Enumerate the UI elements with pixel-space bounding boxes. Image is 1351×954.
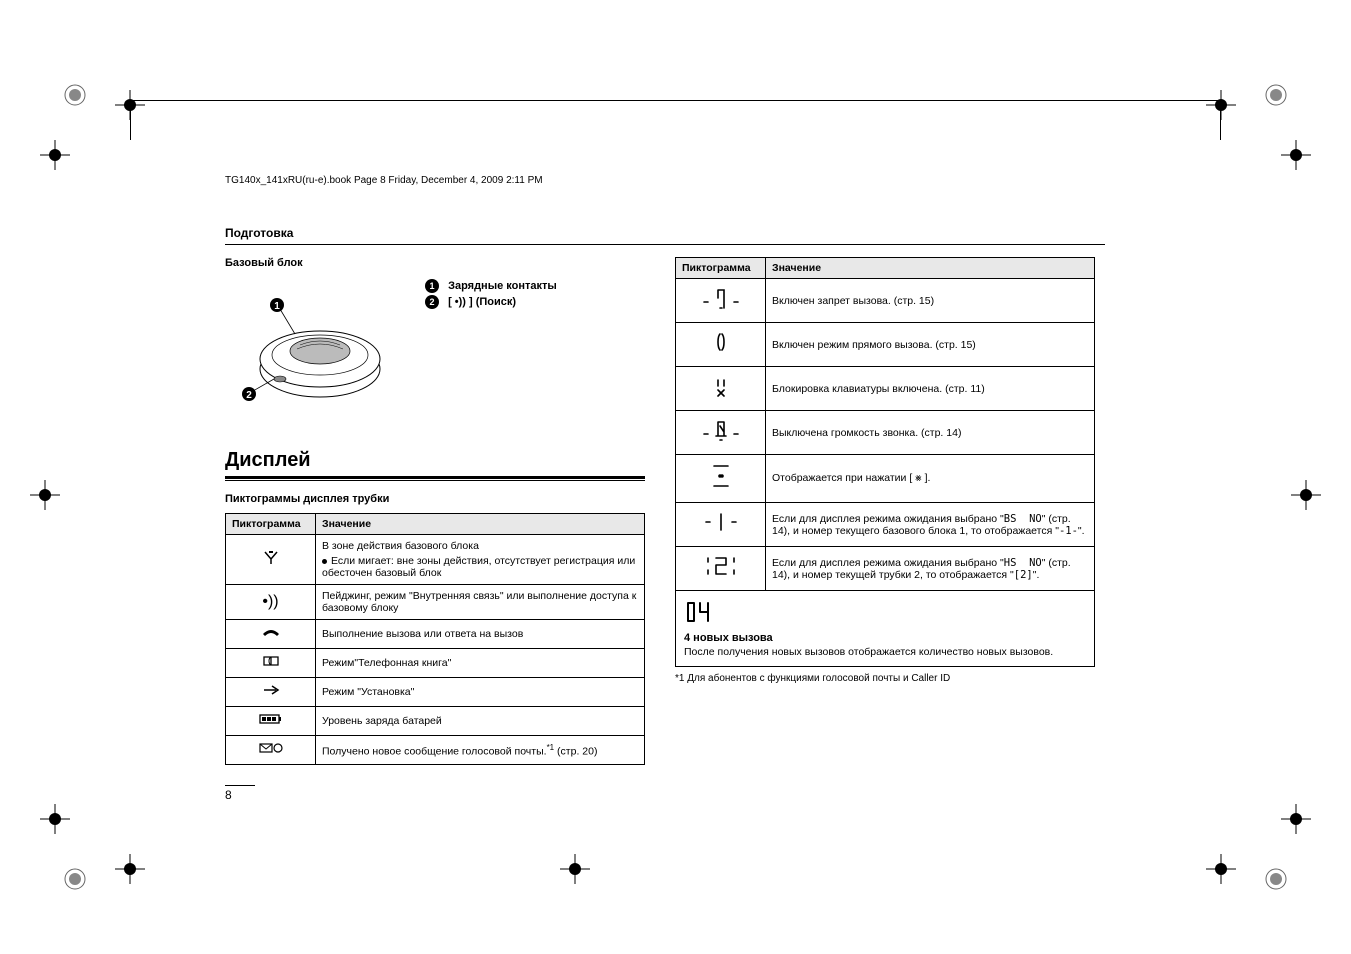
icon-table-left: Пиктограмма Значение В зоне действия баз… [225, 513, 645, 765]
crop-mark [1281, 804, 1311, 834]
icon-cell [226, 535, 316, 585]
meaning-cell: Если для дисплея режима ожидания выбрано… [766, 503, 1095, 547]
thin-rule [225, 480, 645, 481]
base-unit-title: Базовый блок [225, 257, 645, 269]
meaning-cell: Выключена громкость звонка. (стр. 14) [766, 411, 1095, 455]
icon-cell [676, 367, 766, 411]
icons-subtitle: Пиктограммы дисплея трубки [225, 493, 645, 505]
icon-table-right: Пиктограмма Значение Включен запрет вызо… [675, 257, 1095, 591]
footnote: *1 Для абонентов с функциями голосовой п… [675, 673, 1095, 684]
crop-mark [40, 804, 70, 834]
meaning-cell: Если для дисплея режима ожидания выбрано… [766, 547, 1095, 591]
frame-line [130, 100, 131, 140]
crop-mark [1261, 864, 1291, 894]
crop-mark [115, 854, 145, 884]
meaning-cell: Блокировка клавиатуры включена. (стр. 11… [766, 367, 1095, 411]
crop-mark [40, 140, 70, 170]
callout-list: 1 Зарядные контакты 2 [ •)) ] (Поиск) [425, 279, 557, 311]
callout-label: Зарядные контакты [448, 280, 557, 292]
col-header: Значение [766, 258, 1095, 279]
thick-rule [225, 476, 645, 479]
crop-mark [1261, 80, 1291, 110]
callout-number-2: 2 [425, 295, 439, 309]
meaning-cell: В зоне действия базового блокаЕсли мигае… [316, 535, 645, 585]
meaning-cell: Отображается при нажатии [ ⨳ ]. [766, 455, 1095, 503]
crop-mark [1281, 140, 1311, 170]
callout-item: 2 [ •)) ] (Поиск) [425, 295, 557, 309]
icon-cell: •)) [226, 585, 316, 620]
meaning-cell: Пейджинг, режим "Внутренняя связь" или в… [316, 585, 645, 620]
divider [225, 244, 1105, 245]
col-header: Пиктограмма [676, 258, 766, 279]
icon-cell [676, 411, 766, 455]
callout-item: 1 Зарядные контакты [425, 279, 557, 293]
icon-cell [676, 323, 766, 367]
meaning-cell: Выполнение вызова или ответа на вызов [316, 620, 645, 649]
meaning-cell: Уровень заряда батарей [316, 707, 645, 736]
icon-cell [676, 279, 766, 323]
crop-mark [1291, 480, 1321, 510]
frame-line [1220, 100, 1221, 140]
svg-text:2: 2 [246, 390, 252, 401]
crop-mark [1206, 854, 1236, 884]
svg-text:1: 1 [274, 301, 280, 312]
new-calls-title: 4 новых вызова [684, 632, 1086, 644]
callout-number-1: 1 [425, 279, 439, 293]
meaning-cell: Режим "Установка" [316, 678, 645, 707]
meaning-cell: Включен режим прямого вызова. (стр. 15) [766, 323, 1095, 367]
col-header: Пиктограмма [226, 514, 316, 535]
crop-mark [560, 854, 590, 884]
section-title: Подготовка [225, 226, 1105, 240]
base-unit-illustration: 1 2 [225, 279, 405, 419]
crop-mark [60, 80, 90, 110]
icon-cell [226, 707, 316, 736]
crop-mark [1206, 90, 1236, 120]
display-title: Дисплей [225, 449, 645, 472]
lcd-04-icon [684, 599, 714, 625]
crop-mark [30, 480, 60, 510]
icon-cell [676, 455, 766, 503]
callout-label: [ •)) ] (Поиск) [448, 296, 516, 308]
icon-cell [226, 678, 316, 707]
icon-cell [676, 503, 766, 547]
new-calls-box: 4 новых вызова После получения новых выз… [675, 591, 1095, 667]
page-number: 8 [225, 785, 255, 802]
crop-mark [60, 864, 90, 894]
icon-cell [226, 649, 316, 678]
col-header: Значение [316, 514, 645, 535]
icon-cell [676, 547, 766, 591]
meaning-cell: Режим"Телефонная книга" [316, 649, 645, 678]
new-calls-desc: После получения новых вызовов отображает… [684, 646, 1086, 658]
meaning-cell: Получено новое сообщение голосовой почты… [316, 736, 645, 765]
icon-cell [226, 620, 316, 649]
book-header: TG140x_141xRU(ru-e).book Page 8 Friday, … [225, 175, 1105, 186]
icon-cell [226, 736, 316, 765]
meaning-cell: Включен запрет вызова. (стр. 15) [766, 279, 1095, 323]
